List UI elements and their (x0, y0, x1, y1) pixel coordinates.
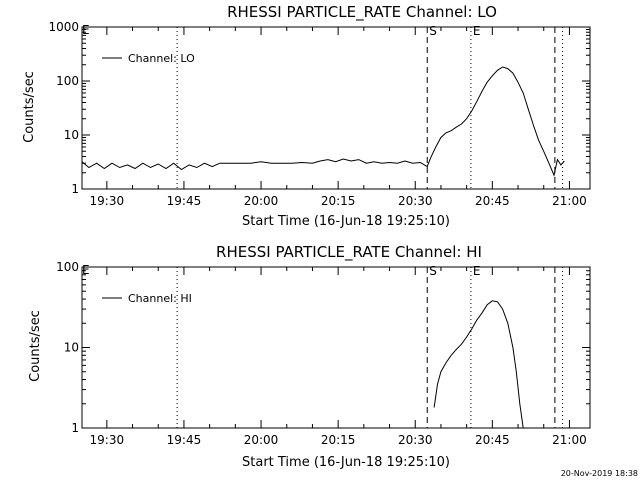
event-marker-label: S (429, 264, 437, 278)
y-tick-label: 10 (64, 341, 79, 355)
x-axis-label: Start Time (16-Jun-18 19:25:10) (242, 214, 450, 229)
x-tick-label: 20:00 (244, 433, 279, 447)
y-tick-label: 1 (71, 421, 79, 435)
chart-lo: RHESSI PARTICLE_RATE Channel: LO 19:30 19… (22, 3, 591, 229)
y-tick-label: 10 (64, 128, 79, 142)
axes-box: 19:30 19:45 20:00 20:15 20:30 20:45 21:00 1 10 10… (56, 260, 591, 447)
axes-frame (81, 26, 591, 190)
axes-box: 19:30 19:45 20:00 20:15 20:30 20:45 21:00 1 10 10… (48, 20, 591, 208)
event-marker-label: E (473, 24, 481, 38)
x-tick-label: 20:30 (398, 433, 433, 447)
chart-title: RHESSI PARTICLE_RATE Channel: LO (227, 3, 497, 22)
y-tick-label: 100 (56, 74, 79, 88)
x-tick-label: 21:00 (552, 433, 587, 447)
corner-marker-label: E (82, 263, 90, 277)
event-marker-label: S (429, 24, 437, 38)
footer-timestamp: 20-Nov-2019 18:38 (561, 469, 638, 478)
x-axis-label: Start Time (16-Jun-18 19:25:10) (242, 455, 450, 470)
legend: Channel: LO (102, 52, 195, 65)
legend-label: Channel: LO (128, 52, 195, 65)
x-tick-label: 21:00 (552, 194, 587, 208)
x-tick-label: 19:30 (90, 433, 125, 447)
x-tick-label: 19:30 (90, 194, 125, 208)
event-marker-label: E (473, 264, 481, 278)
x-tick-label: 20:15 (321, 194, 356, 208)
y-axis-label: Counts/sec (28, 310, 43, 382)
y-tick-label: 1000 (48, 20, 79, 34)
chart-hi: RHESSI PARTICLE_RATE Channel: HI 19:30 19… (28, 243, 591, 470)
corner-marker-label: E (82, 23, 90, 37)
y-axis-label: Counts/sec (22, 71, 37, 143)
legend-label: Channel: HI (128, 292, 192, 305)
x-tick-label: 20:30 (398, 194, 433, 208)
chart-title: RHESSI PARTICLE_RATE Channel: HI (216, 243, 482, 262)
y-tick-label: 100 (56, 260, 79, 274)
y-tick-label: 1 (71, 182, 79, 196)
legend: Channel: HI (102, 292, 192, 305)
x-tick-label: 19:45 (167, 194, 202, 208)
x-tick-label: 19:45 (167, 433, 202, 447)
series-line (433, 300, 524, 429)
x-tick-label: 20:00 (244, 194, 279, 208)
x-tick-label: 20:45 (475, 433, 510, 447)
x-tick-label: 20:45 (475, 194, 510, 208)
series-line (81, 66, 565, 177)
x-tick-label: 20:15 (321, 433, 356, 447)
